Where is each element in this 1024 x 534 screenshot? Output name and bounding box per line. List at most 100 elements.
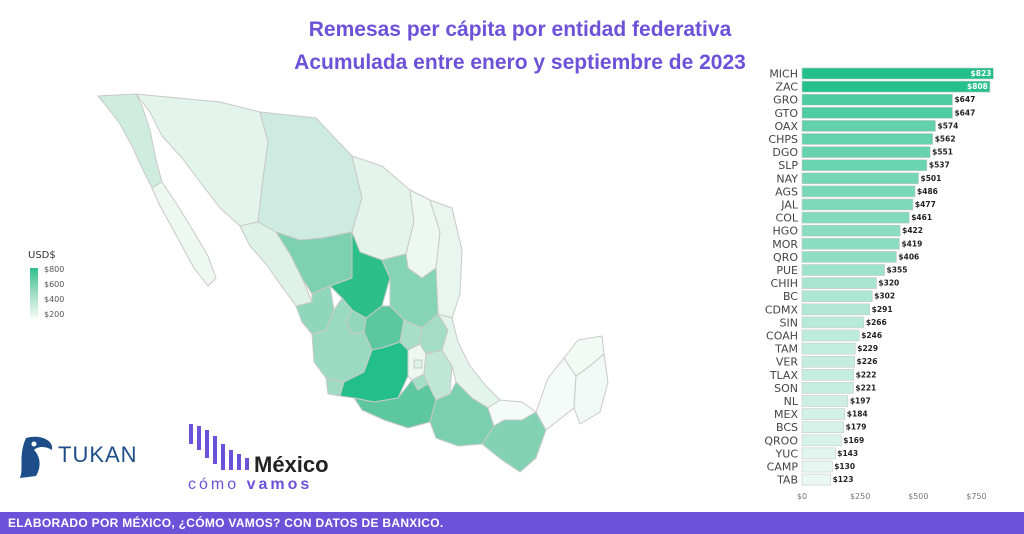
bar-category-label: QRO xyxy=(773,251,798,264)
bar xyxy=(801,408,846,420)
bar-category-label: MEX xyxy=(774,408,798,421)
bar-value-label: $169 xyxy=(843,436,864,445)
chart-subtitle: Acumulada entre enero y septiembre de 20… xyxy=(294,51,746,74)
bar xyxy=(801,342,856,355)
bar-value-label: $574 xyxy=(937,121,958,130)
state-coah xyxy=(351,155,415,261)
toucan-icon xyxy=(20,436,53,478)
bar-category-label: AGS xyxy=(775,185,798,198)
bar xyxy=(801,303,870,316)
bar xyxy=(801,473,831,486)
state-chih xyxy=(257,111,363,241)
bar-category-label: OAX xyxy=(774,120,798,133)
bar-category-label: ZAC xyxy=(775,81,798,94)
bar xyxy=(801,264,885,276)
bar-value-label: $537 xyxy=(929,161,950,170)
bar-category-label: HGO xyxy=(773,225,799,238)
bar xyxy=(801,460,833,473)
bar-value-label: $477 xyxy=(915,200,936,209)
bar-category-label: VER xyxy=(776,356,798,369)
bar-value-label: $302 xyxy=(874,292,895,301)
bar-value-label: $422 xyxy=(902,226,923,235)
mcv-wordmark-sub: cómo vamos xyxy=(188,476,312,494)
bar xyxy=(801,172,919,185)
state-bcs xyxy=(151,181,217,287)
bar-category-label: COL xyxy=(776,212,799,225)
bar xyxy=(801,120,936,132)
bar xyxy=(801,251,897,263)
x-tick-label: $0 xyxy=(797,492,807,501)
bar-value-label: $291 xyxy=(872,305,893,314)
bar-value-label: $179 xyxy=(846,423,867,432)
bar-value-label: $130 xyxy=(834,462,855,471)
bar-value-label: $222 xyxy=(856,370,877,379)
bar xyxy=(801,368,854,381)
bar-value-label: $562 xyxy=(935,135,956,144)
bar xyxy=(801,329,860,342)
bar-value-label: $221 xyxy=(855,383,876,392)
state-chps xyxy=(481,411,547,473)
bar xyxy=(801,395,849,407)
bar xyxy=(801,106,953,119)
bar xyxy=(801,238,900,250)
bar-category-label: SON xyxy=(774,382,798,395)
bar-category-label: MICH xyxy=(769,68,798,81)
bar-value-label: $197 xyxy=(850,397,871,406)
bar-value-label: $226 xyxy=(857,357,878,366)
bar xyxy=(801,159,928,171)
bar-value-label: $486 xyxy=(917,187,938,196)
state-qroo xyxy=(573,353,609,425)
legend-gradient xyxy=(30,268,38,318)
mcv-wordmark-main: México xyxy=(254,452,329,477)
bar-category-label: YUC xyxy=(775,447,799,460)
mexico-choropleth-map xyxy=(97,93,609,473)
bar-value-label: $501 xyxy=(921,174,942,183)
bar-category-label: NL xyxy=(784,395,799,408)
bar xyxy=(801,211,910,224)
bar-chart: MICH $823 ZAC $808 GRO $647 GTO $647 OAX $574 CHPS… xyxy=(764,67,994,501)
bar xyxy=(801,67,994,80)
bar xyxy=(801,198,914,211)
x-tick-label: $750 xyxy=(966,492,986,501)
legend-label-600: $600 xyxy=(44,280,65,289)
bar xyxy=(801,447,836,460)
bars-logo-icon xyxy=(189,424,249,470)
bar-category-label: CDMX xyxy=(765,303,799,316)
bar-value-label: $246 xyxy=(861,331,882,340)
bar-category-label: NAY xyxy=(776,172,798,185)
mcv-sub-a: cómo xyxy=(188,476,240,493)
legend-title: USD$ xyxy=(28,250,56,261)
mexico-como-vamos-logo: México cómo vamos xyxy=(188,422,368,494)
state-cdmx xyxy=(413,359,423,369)
bar-value-label: $647 xyxy=(954,108,975,117)
bar xyxy=(801,133,933,145)
bar-value-label: $808 xyxy=(967,82,988,91)
bar xyxy=(801,290,873,302)
bar-value-label: $355 xyxy=(887,266,908,275)
bar-category-label: QROO xyxy=(764,434,798,447)
bar-value-label: $320 xyxy=(878,279,899,288)
bar-category-label: GRO xyxy=(773,94,798,107)
bar xyxy=(801,146,931,158)
bar xyxy=(801,434,842,447)
bar-value-label: $823 xyxy=(971,69,992,78)
x-tick-label: $250 xyxy=(850,492,870,501)
mcv-sub-b: vamos xyxy=(246,476,313,493)
bar xyxy=(801,185,916,198)
bar-category-label: COAH xyxy=(766,330,798,343)
x-tick-label: $500 xyxy=(908,492,928,501)
bar-category-label: CHIH xyxy=(771,277,798,290)
bar xyxy=(801,355,855,368)
bar-category-label: TLAX xyxy=(769,369,799,382)
bar xyxy=(801,382,854,394)
bar-category-label: SLP xyxy=(778,159,798,172)
bar-category-label: MOR xyxy=(772,238,798,251)
chart-title: Remesas per cápita por entidad federativ… xyxy=(308,18,732,41)
bar-category-label: TAB xyxy=(776,474,798,487)
tukan-wordmark: TUKAN xyxy=(58,442,138,467)
bar-value-label: $184 xyxy=(847,410,868,419)
bar xyxy=(801,93,953,106)
legend-label-200: $200 xyxy=(44,310,65,319)
color-legend: USD$ $800 $600 $400 $200 xyxy=(28,250,88,330)
footer-credit: ELABORADO POR MÉXICO, ¿CÓMO VAMOS? CON D… xyxy=(8,516,444,530)
